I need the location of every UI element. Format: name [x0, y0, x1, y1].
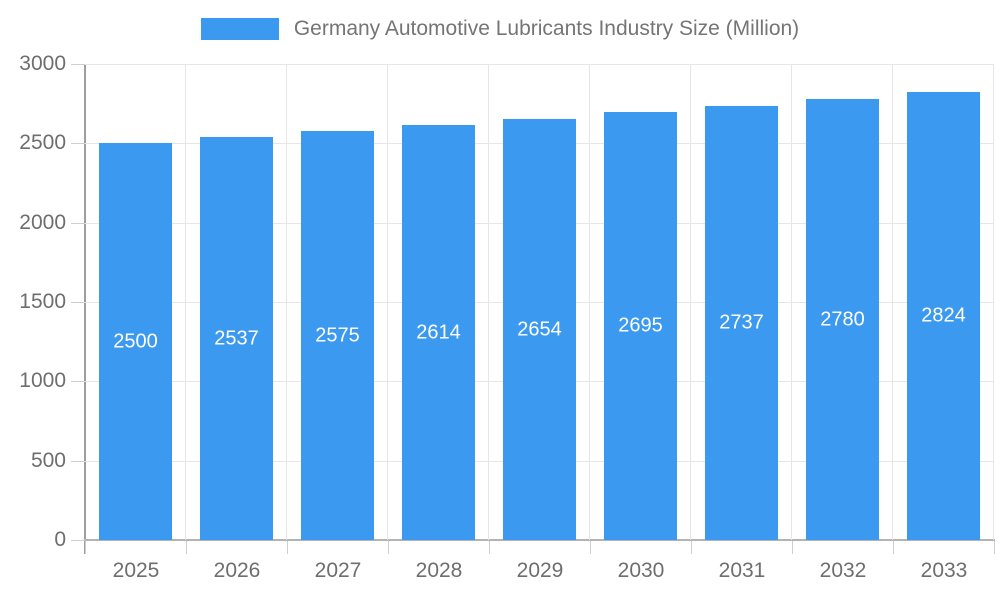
gridline-vertical: [993, 64, 994, 540]
bar[interactable]: 2824: [907, 92, 980, 540]
bar[interactable]: 2575: [301, 131, 374, 540]
y-axis-tick: [71, 64, 85, 65]
legend-label: Germany Automotive Lubricants Industry S…: [293, 17, 800, 40]
x-axis-tick-label: 2028: [415, 559, 463, 582]
bar-value-label: 2575: [315, 324, 360, 346]
bar[interactable]: 2695: [604, 112, 677, 540]
y-axis-tick-label: 0: [54, 528, 66, 551]
legend-swatch: [200, 18, 279, 40]
y-axis-line: [84, 64, 86, 554]
gridline-vertical: [286, 64, 287, 540]
x-axis-tick-label: 2029: [516, 559, 564, 582]
gridline-vertical: [589, 64, 590, 540]
x-axis-tick: [590, 541, 591, 554]
x-axis-tick: [489, 541, 490, 554]
bar[interactable]: 2737: [705, 106, 778, 540]
y-axis-tick-label: 2500: [19, 131, 66, 154]
gridline-vertical: [690, 64, 691, 540]
x-axis-tick-label: 2030: [617, 559, 665, 582]
x-axis-tick: [893, 541, 894, 554]
y-axis-tick: [71, 143, 85, 144]
gridline-vertical: [791, 64, 792, 540]
x-axis-tick: [994, 541, 995, 554]
bar-value-label: 2537: [214, 327, 259, 349]
x-axis-tick-label: 2026: [213, 559, 261, 582]
y-axis-tick-label: 3000: [19, 52, 66, 75]
x-axis-tick: [186, 541, 187, 554]
y-axis-tick-label: 500: [30, 449, 66, 472]
bar-value-label: 2500: [113, 330, 158, 352]
gridline-horizontal: [85, 64, 994, 65]
gridline-vertical: [892, 64, 893, 540]
x-axis-tick: [388, 541, 389, 554]
x-axis-tick-label: 2031: [718, 559, 766, 582]
bar-value-label: 2695: [618, 314, 663, 337]
y-axis-tick: [71, 461, 85, 462]
y-axis-tick: [71, 223, 85, 224]
bar[interactable]: 2500: [99, 143, 172, 540]
x-axis-tick: [792, 541, 793, 554]
bar[interactable]: 2614: [402, 125, 475, 540]
x-axis-tick-label: 2025: [112, 559, 160, 582]
y-axis-tick-label: 1500: [19, 290, 66, 313]
bar[interactable]: 2654: [503, 119, 576, 540]
x-axis-tick-label: 2032: [819, 559, 867, 582]
x-axis-tick-label: 2033: [920, 559, 968, 582]
bar-value-label: 2780: [820, 308, 865, 330]
bar[interactable]: 2537: [200, 137, 273, 540]
gridline-vertical: [185, 64, 186, 540]
y-axis-tick-label: 2000: [19, 211, 66, 234]
bar[interactable]: 2780: [806, 99, 879, 540]
bar-value-label: 2824: [921, 304, 966, 327]
x-axis-tick: [691, 541, 692, 554]
x-axis-line: [84, 539, 995, 541]
x-axis-tick: [287, 541, 288, 554]
gridline-vertical: [387, 64, 388, 540]
bar-value-label: 2654: [517, 318, 562, 340]
y-axis-tick: [71, 381, 85, 382]
gridline-vertical: [488, 64, 489, 540]
bar-value-label: 2614: [416, 321, 461, 343]
x-axis-tick-label: 2027: [314, 559, 362, 582]
y-axis-tick: [71, 540, 85, 541]
plot-area: 2500 2537 2575 2614 2654 2695 2737 2780 2824: [85, 64, 994, 540]
bar-value-label: 2737: [719, 311, 764, 334]
y-axis-tick: [71, 302, 85, 303]
chart-legend[interactable]: Germany Automotive Lubricants Industry S…: [0, 15, 1000, 43]
y-axis-tick-label: 1000: [19, 369, 66, 392]
x-axis-tick: [85, 541, 86, 554]
